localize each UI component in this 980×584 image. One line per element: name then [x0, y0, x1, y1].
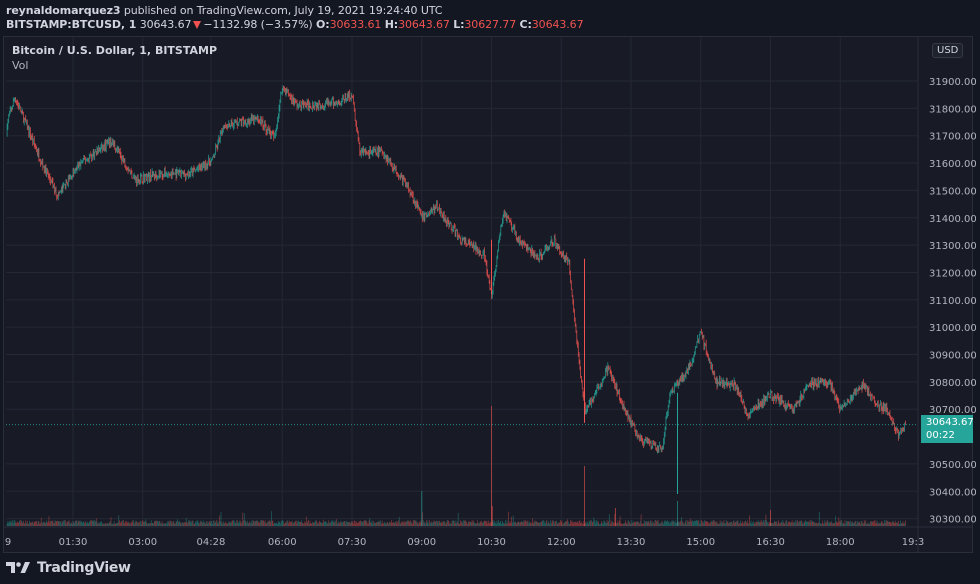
- currency-badge[interactable]: USD: [932, 43, 964, 58]
- svg-text:15:00: 15:00: [686, 537, 715, 548]
- svg-text:12:00: 12:00: [547, 537, 576, 548]
- publish-text: published on TradingView.com, July 19, 2…: [120, 4, 443, 17]
- svg-text:18:00: 18:00: [826, 537, 855, 548]
- svg-text:10:30: 10:30: [477, 537, 506, 548]
- high-label: H:: [384, 18, 399, 31]
- svg-text:09:00: 09:00: [407, 537, 436, 548]
- author-name[interactable]: reynaldomarquez3: [6, 4, 121, 17]
- low-label: L:: [453, 18, 465, 31]
- bar-countdown: 00:22: [926, 430, 955, 441]
- svg-text:31700.00: 31700.00: [929, 132, 977, 143]
- close-label: C:: [519, 18, 532, 31]
- pane-title: Bitcoin / U.S. Dollar, 1, BITSTAMP: [12, 44, 218, 57]
- open-label: O:: [316, 18, 330, 31]
- close-value: 30643.67: [531, 18, 584, 31]
- svg-text:31800.00: 31800.00: [929, 104, 977, 115]
- brand-name: TradingView: [37, 560, 131, 576]
- svg-text:31500.00: 31500.00: [929, 186, 977, 197]
- svg-text:06:00: 06:00: [268, 537, 297, 548]
- svg-text:01:30: 01:30: [59, 537, 88, 548]
- last-price-value: 30643.67: [926, 417, 974, 428]
- svg-text:07:30: 07:30: [338, 537, 367, 548]
- tradingview-logo[interactable]: TradingView: [6, 560, 131, 576]
- volume-indicator-label[interactable]: Vol: [12, 59, 29, 72]
- price-change: −1132.98 (−3.57%): [203, 18, 313, 31]
- svg-text:9: 9: [5, 537, 11, 548]
- svg-text:31200.00: 31200.00: [929, 268, 977, 279]
- svg-text:31600.00: 31600.00: [929, 159, 977, 170]
- svg-text:31000.00: 31000.00: [929, 323, 977, 334]
- chart-frame[interactable]: [3, 36, 973, 553]
- svg-text:16:30: 16:30: [756, 537, 785, 548]
- svg-text:13:30: 13:30: [617, 537, 646, 548]
- svg-text:31100.00: 31100.00: [929, 296, 977, 307]
- svg-text:30400.00: 30400.00: [929, 487, 977, 498]
- down-triangle-icon: [193, 21, 202, 29]
- svg-text:31900.00: 31900.00: [929, 77, 977, 88]
- last-price-label: 30643.67 00:22: [921, 415, 974, 443]
- svg-text:30500.00: 30500.00: [929, 460, 977, 471]
- svg-text:30800.00: 30800.00: [929, 378, 977, 389]
- symbol-name: BITSTAMP:BTCUSD, 1: [6, 18, 137, 31]
- svg-text:04:28: 04:28: [197, 537, 226, 548]
- tradingview-logo-icon: [6, 562, 30, 573]
- svg-text:03:00: 03:00: [128, 537, 157, 548]
- svg-text:31300.00: 31300.00: [929, 241, 977, 252]
- low-value: 30627.77: [464, 18, 517, 31]
- svg-text:30900.00: 30900.00: [929, 351, 977, 362]
- last-price: 30643.67: [139, 18, 192, 31]
- svg-text:31400.00: 31400.00: [929, 214, 977, 225]
- svg-text:30700.00: 30700.00: [929, 405, 977, 416]
- svg-text:19:3: 19:3: [902, 537, 924, 548]
- open-value: 30633.61: [329, 18, 382, 31]
- svg-text:30300.00: 30300.00: [929, 515, 977, 526]
- high-value: 30643.67: [398, 18, 450, 31]
- publish-info: reynaldomarquez3 published on TradingVie…: [6, 4, 442, 17]
- symbol-legend: BITSTAMP:BTCUSD, 1 30643.67 −1132.98 (−3.…: [6, 18, 584, 31]
